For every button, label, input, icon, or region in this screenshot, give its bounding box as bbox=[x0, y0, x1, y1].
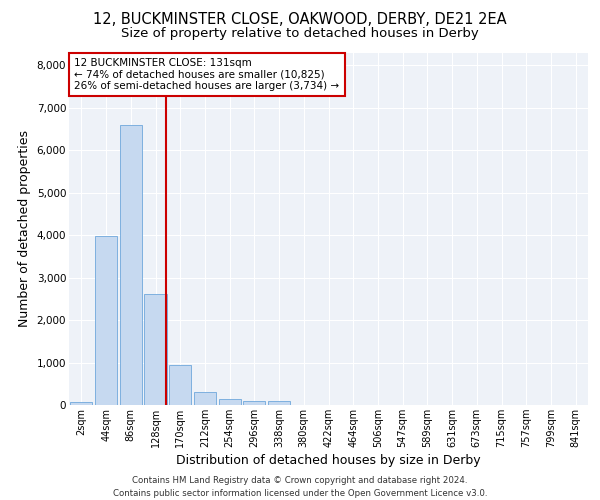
Bar bbox=[169, 364, 191, 405]
Text: Size of property relative to detached houses in Derby: Size of property relative to detached ho… bbox=[121, 28, 479, 40]
Bar bbox=[243, 401, 265, 405]
Bar bbox=[218, 400, 241, 405]
Text: 12 BUCKMINSTER CLOSE: 131sqm
← 74% of detached houses are smaller (10,825)
26% o: 12 BUCKMINSTER CLOSE: 131sqm ← 74% of de… bbox=[74, 58, 340, 91]
Text: 12, BUCKMINSTER CLOSE, OAKWOOD, DERBY, DE21 2EA: 12, BUCKMINSTER CLOSE, OAKWOOD, DERBY, D… bbox=[93, 12, 507, 28]
Y-axis label: Number of detached properties: Number of detached properties bbox=[18, 130, 31, 327]
Bar bbox=[95, 236, 117, 405]
Text: Contains HM Land Registry data © Crown copyright and database right 2024.
Contai: Contains HM Land Registry data © Crown c… bbox=[113, 476, 487, 498]
Bar bbox=[145, 294, 167, 405]
Bar bbox=[194, 392, 216, 405]
Bar bbox=[70, 402, 92, 405]
Bar bbox=[268, 401, 290, 405]
Bar bbox=[119, 124, 142, 405]
X-axis label: Distribution of detached houses by size in Derby: Distribution of detached houses by size … bbox=[176, 454, 481, 467]
